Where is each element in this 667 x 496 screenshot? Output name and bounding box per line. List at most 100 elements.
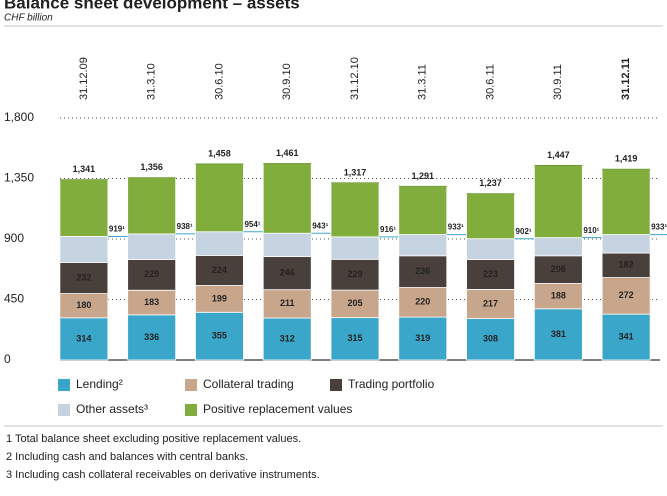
bar-segment	[330, 258, 380, 291]
bar-segment	[127, 233, 177, 260]
segment-label: 236	[415, 266, 430, 276]
bar-segment	[262, 289, 312, 319]
bar-segment	[398, 234, 448, 257]
segment-label: 188	[551, 291, 566, 301]
bar-segment	[398, 316, 448, 361]
bar-segment	[59, 317, 109, 361]
excl-prv-label: 938¹	[177, 222, 193, 231]
total-label: 1,291	[412, 171, 435, 181]
segment-label: 206	[551, 264, 566, 274]
segment-label: 232	[76, 272, 91, 282]
x-tick-label: 31.12.09	[78, 57, 90, 100]
legend-swatch	[58, 404, 70, 416]
segment-label: 381	[551, 329, 566, 339]
y-tick-label: 450	[4, 292, 24, 306]
legend-label: Collateral trading	[203, 377, 294, 391]
bar-segment	[59, 236, 109, 263]
total-label: 1,237	[479, 178, 502, 188]
segment-label: 315	[347, 333, 362, 343]
segment-label: 336	[144, 332, 159, 342]
bar-segment	[127, 177, 177, 235]
excl-prv-label: 919¹	[109, 225, 125, 234]
excl-prv-label: 933¹	[448, 223, 464, 232]
y-tick-label: 1,800	[4, 110, 34, 124]
excl-prv-label: 954¹	[244, 220, 260, 229]
bar-segment	[601, 168, 651, 235]
bar-segment	[533, 237, 583, 257]
total-label: 1,356	[140, 162, 163, 172]
legend-label: Trading portfolio	[348, 377, 435, 391]
bar-segment	[127, 289, 177, 316]
segment-label: 224	[212, 265, 227, 275]
excl-prv-label: 943¹	[312, 221, 328, 230]
bar-segment	[466, 289, 515, 319]
total-label: 1,419	[615, 154, 638, 164]
legend-swatch	[185, 379, 197, 391]
segment-label: 272	[619, 290, 634, 300]
y-tick-label: 900	[4, 231, 24, 245]
excl-prv-label: 910¹	[583, 226, 599, 235]
bar-segment	[127, 314, 177, 361]
bar-segment	[398, 287, 448, 318]
x-tick-label: 31.12.11	[620, 58, 632, 100]
segment-label: 182	[619, 260, 634, 270]
chart-subtitle: CHF billion	[4, 13, 53, 24]
segment-label: 229	[144, 269, 159, 279]
segment-label: 199	[212, 293, 227, 303]
excl-prv-label: 902¹	[516, 227, 532, 236]
bar-segment	[466, 238, 515, 260]
bar-segment	[533, 308, 583, 361]
bar-segment	[59, 261, 109, 294]
x-tick-label: 30.9.10	[281, 63, 293, 100]
legend-label: Lending²	[76, 377, 123, 391]
segment-label: 246	[280, 268, 295, 278]
legend-swatch	[58, 379, 70, 391]
bar-segment	[262, 317, 312, 361]
total-label: 1,461	[276, 148, 299, 158]
bar-segment	[262, 163, 312, 234]
bar-segment	[398, 186, 448, 235]
bar-segment	[466, 259, 515, 290]
bar-segment	[330, 182, 380, 238]
legend-label: Other assets³	[76, 402, 148, 416]
footnote: 3 Including cash collateral receivables …	[6, 469, 320, 481]
excl-prv-label: 916¹	[380, 225, 396, 234]
total-label: 1,341	[73, 164, 96, 174]
segment-label: 223	[483, 269, 498, 279]
bar-segment	[195, 163, 244, 233]
segment-label: 180	[76, 300, 91, 310]
bar-segment	[330, 317, 380, 361]
bar-segment	[601, 313, 651, 361]
bar-segment	[195, 311, 244, 361]
legend-swatch	[330, 379, 342, 391]
segment-label: 211	[280, 298, 295, 308]
legend-label: Positive replacement values	[203, 402, 352, 416]
segment-label: 183	[144, 297, 159, 307]
segment-label: 314	[76, 333, 91, 343]
excl-prv-label: 933¹	[651, 223, 667, 232]
segment-label: 308	[483, 334, 498, 344]
x-tick-label: 30.6.11	[484, 64, 496, 100]
segment-label: 220	[415, 297, 430, 307]
x-tick-label: 30.6.10	[213, 63, 225, 100]
segment-label: 312	[280, 333, 295, 343]
x-tick-label: 31.3.11	[417, 64, 429, 100]
footnote: 2 Including cash and balances with centr…	[6, 451, 248, 463]
segment-label: 319	[415, 333, 430, 343]
total-label: 1,447	[547, 150, 570, 160]
total-label: 1,458	[208, 148, 231, 158]
bar-segment	[195, 285, 244, 313]
bar-segment	[330, 289, 380, 319]
segment-label: 217	[483, 298, 498, 308]
footnote: 1 Total balance sheet excluding positive…	[6, 433, 301, 445]
x-tick-label: 31.12.10	[349, 57, 361, 100]
bar-segment	[533, 165, 583, 239]
bar-segment	[195, 231, 244, 256]
bar-segment	[262, 256, 312, 291]
bar-segment	[466, 193, 515, 240]
segment-label: 341	[619, 331, 634, 341]
total-label: 1,317	[344, 167, 367, 177]
bar-segment	[466, 318, 515, 361]
x-tick-label: 31.3.10	[146, 63, 158, 100]
